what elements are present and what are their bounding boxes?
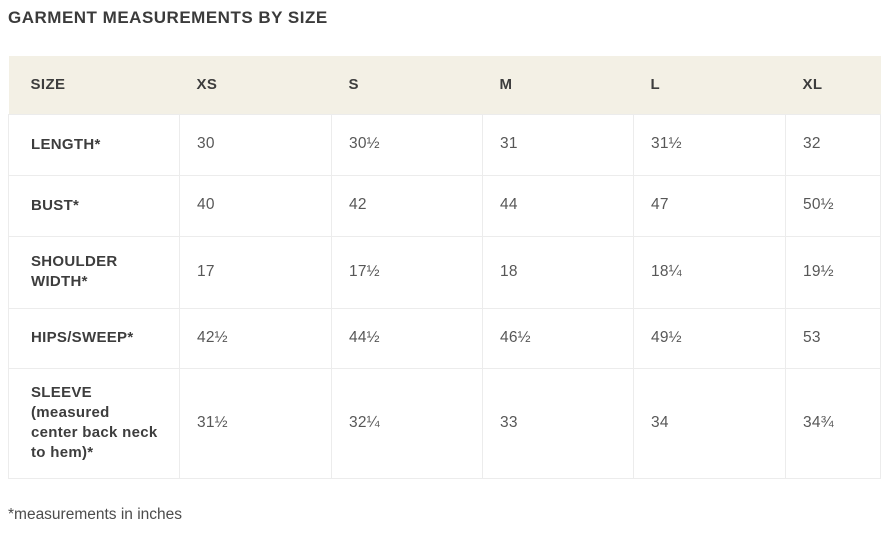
table-row-hips-sweep: HIPS/SWEEP* 42½ 44½ 46½ 49½ 53	[8, 307, 881, 369]
column-header-m: M	[482, 56, 634, 114]
cell-hips-s: 44½	[331, 307, 483, 369]
cell-bust-xs: 40	[179, 174, 332, 237]
cell-sleeve-s: 32¼	[331, 367, 483, 479]
table-row-shoulder-width: SHOULDER WIDTH* 17 17½ 18 18¼ 19½	[8, 235, 881, 309]
cell-bust-xl: 50½	[785, 174, 881, 237]
column-header-l: L	[633, 56, 786, 114]
cell-shoulder-s: 17½	[331, 235, 483, 309]
cell-sleeve-l: 34	[633, 367, 786, 479]
column-header-s: S	[331, 56, 483, 114]
table-header-row: SIZE XS S M L XL	[8, 56, 881, 114]
cell-shoulder-xl: 19½	[785, 235, 881, 309]
garment-measurements-table: SIZE XS S M L XL LENGTH* 30 30½ 31 31½ 3…	[8, 56, 881, 479]
page-title: GARMENT MEASUREMENTS BY SIZE	[8, 8, 328, 27]
table-row-sleeve: SLEEVE (measured center back neck to hem…	[8, 367, 881, 479]
row-label-bust: BUST*	[8, 174, 180, 237]
cell-bust-s: 42	[331, 174, 483, 237]
cell-sleeve-xl: 34¾	[785, 367, 881, 479]
cell-length-xl: 32	[785, 113, 881, 176]
table-row-length: LENGTH* 30 30½ 31 31½ 32	[8, 113, 881, 176]
cell-shoulder-m: 18	[482, 235, 634, 309]
cell-hips-l: 49½	[633, 307, 786, 369]
row-label-shoulder-width: SHOULDER WIDTH*	[8, 235, 180, 309]
row-label-hips-sweep: HIPS/SWEEP*	[8, 307, 180, 369]
row-label-sleeve: SLEEVE (measured center back neck to hem…	[8, 367, 180, 479]
cell-bust-l: 47	[633, 174, 786, 237]
table-row-bust: BUST* 40 42 44 47 50½	[8, 174, 881, 237]
row-label-length: LENGTH*	[8, 113, 180, 176]
cell-shoulder-l: 18¼	[633, 235, 786, 309]
cell-hips-m: 46½	[482, 307, 634, 369]
column-header-xl: XL	[785, 56, 881, 114]
cell-length-s: 30½	[331, 113, 483, 176]
cell-hips-xl: 53	[785, 307, 881, 369]
column-header-size: SIZE	[8, 56, 180, 114]
cell-hips-xs: 42½	[179, 307, 332, 369]
cell-length-l: 31½	[633, 113, 786, 176]
cell-length-m: 31	[482, 113, 634, 176]
cell-shoulder-xs: 17	[179, 235, 332, 309]
cell-length-xs: 30	[179, 113, 332, 176]
cell-sleeve-m: 33	[482, 367, 634, 479]
column-header-xs: XS	[179, 56, 332, 114]
cell-bust-m: 44	[482, 174, 634, 237]
cell-sleeve-xs: 31½	[179, 367, 332, 479]
measurements-footnote: *measurements in inches	[8, 505, 183, 523]
